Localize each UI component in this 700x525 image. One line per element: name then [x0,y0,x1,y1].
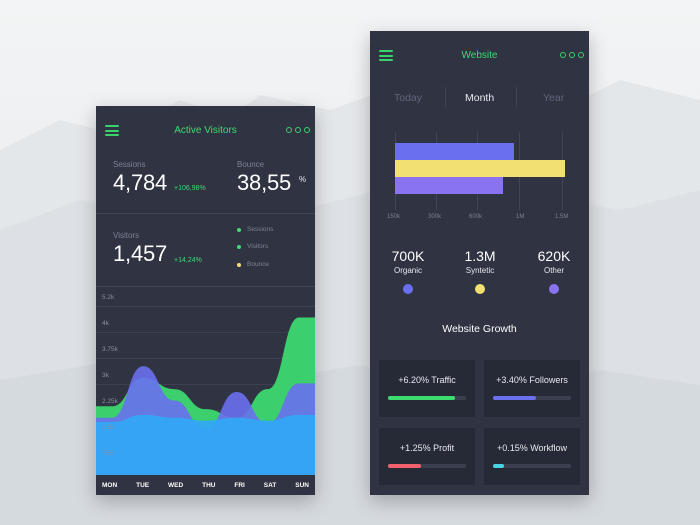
metric-organic-value: 700K [391,248,425,264]
bar-syntetic [395,160,565,177]
y-tick: 750 [102,450,113,457]
sessions-value: 4,784 [113,170,168,195]
x-tick: 150k [387,214,401,220]
y-tick: 1.5k [102,424,115,431]
website-growth-title: Website Growth [442,323,517,335]
day-axis: MON TUE WED THU FRI SAT SUN [96,475,315,495]
active-visitors-screen: Active Visitors Sessions 4,784 +106,98% … [96,106,315,495]
bar-other [395,177,504,194]
tab-today[interactable]: Today [394,92,423,104]
sessions-label: Sessions [113,160,146,169]
divider [96,286,315,287]
metric-organic-dot [403,284,413,294]
sessions-delta: +106,98% [174,185,206,192]
bounce-label: Bounce [237,160,265,169]
metric-syntetic-dot [475,284,485,294]
x-tick: 600k [469,214,483,220]
legend-label: Visitors [247,243,269,250]
grid-line [96,306,315,307]
metric-other-value: 620K [537,248,571,264]
progress-track [388,396,466,400]
screen-title: Active Visitors [174,125,237,136]
metric-syntetic-label: Syntetic [465,266,495,275]
growth-card-text: +0.15% Workflow [496,443,568,453]
legend-label: Bounce [247,261,270,268]
progress-fill [388,464,421,468]
hamburger-icon[interactable] [105,125,119,136]
growth-card-text: +3.40% Followers [496,375,568,385]
growth-card-text: +6.20% Traffic [398,375,456,385]
bounce-value: 38,55 [237,170,292,195]
day-label: SUN [295,481,309,489]
metric-syntetic-value: 1.3M [464,248,496,264]
y-tick: 3.75k [102,346,118,353]
divider [96,213,315,214]
bounce-unit: % [299,175,307,184]
x-tick: 300k [428,214,442,220]
x-tick: 1.5M [555,214,569,220]
progress-fill [388,396,456,400]
legend-bounce: Bounce [237,261,269,268]
growth-card-profit[interactable]: +1.25% Profit [379,428,475,485]
day-label: TUE [136,481,150,489]
grid-line [96,384,315,385]
visitors-delta: +14,24% [174,257,202,264]
visitors-value: 1,457 [113,241,168,266]
progress-track [493,396,571,400]
progress-fill [493,396,536,400]
grid-line [96,358,315,359]
day-label: SAT [263,481,277,489]
metric-organic-label: Organic [393,266,422,275]
website-screen: Website Today Month Year 150k 300k 600k … [370,31,589,495]
metric-other-dot [549,284,559,294]
growth-card-text: +1.25% Profit [399,443,455,453]
progress-track [493,464,571,468]
more-dots-icon[interactable] [560,52,584,58]
visitors-label: Visitors [113,231,140,240]
grid-line [96,332,315,333]
legend-sessions: Sessions [237,226,273,233]
legend-label: Sessions [247,226,274,233]
day-label: MON [102,481,118,489]
day-label: THU [202,481,216,489]
legend-visitors: Visitors [237,243,268,250]
growth-card-followers[interactable]: +3.40% Followers [484,360,580,417]
bar-organic [395,143,514,160]
active-visitors-area-chart [96,317,315,475]
growth-card-workflow[interactable]: +0.15% Workflow [484,428,580,485]
screen-title: Website [461,50,498,61]
tab-year[interactable]: Year [543,92,565,104]
y-tick: 5.2k [102,294,115,301]
tab-month[interactable]: Month [465,92,495,104]
y-tick: 4k [102,320,109,327]
legend-dot [237,244,241,249]
area-series-2 [96,414,315,475]
legend-dot [237,227,241,232]
tab-divider [445,87,446,107]
y-tick: 2.25k [102,398,118,405]
hamburger-icon[interactable] [379,50,393,61]
metric-other-label: Other [543,266,564,275]
more-dots-icon[interactable] [286,127,310,133]
legend-dot [237,262,241,267]
day-label: FRI [234,481,245,489]
tab-divider [516,87,517,107]
x-tick: 1M [516,214,525,220]
growth-card-traffic[interactable]: +6.20% Traffic [379,360,475,417]
y-tick: 3k [102,372,109,379]
day-label: WED [168,481,184,489]
progress-track [388,464,466,468]
progress-fill [493,464,504,468]
